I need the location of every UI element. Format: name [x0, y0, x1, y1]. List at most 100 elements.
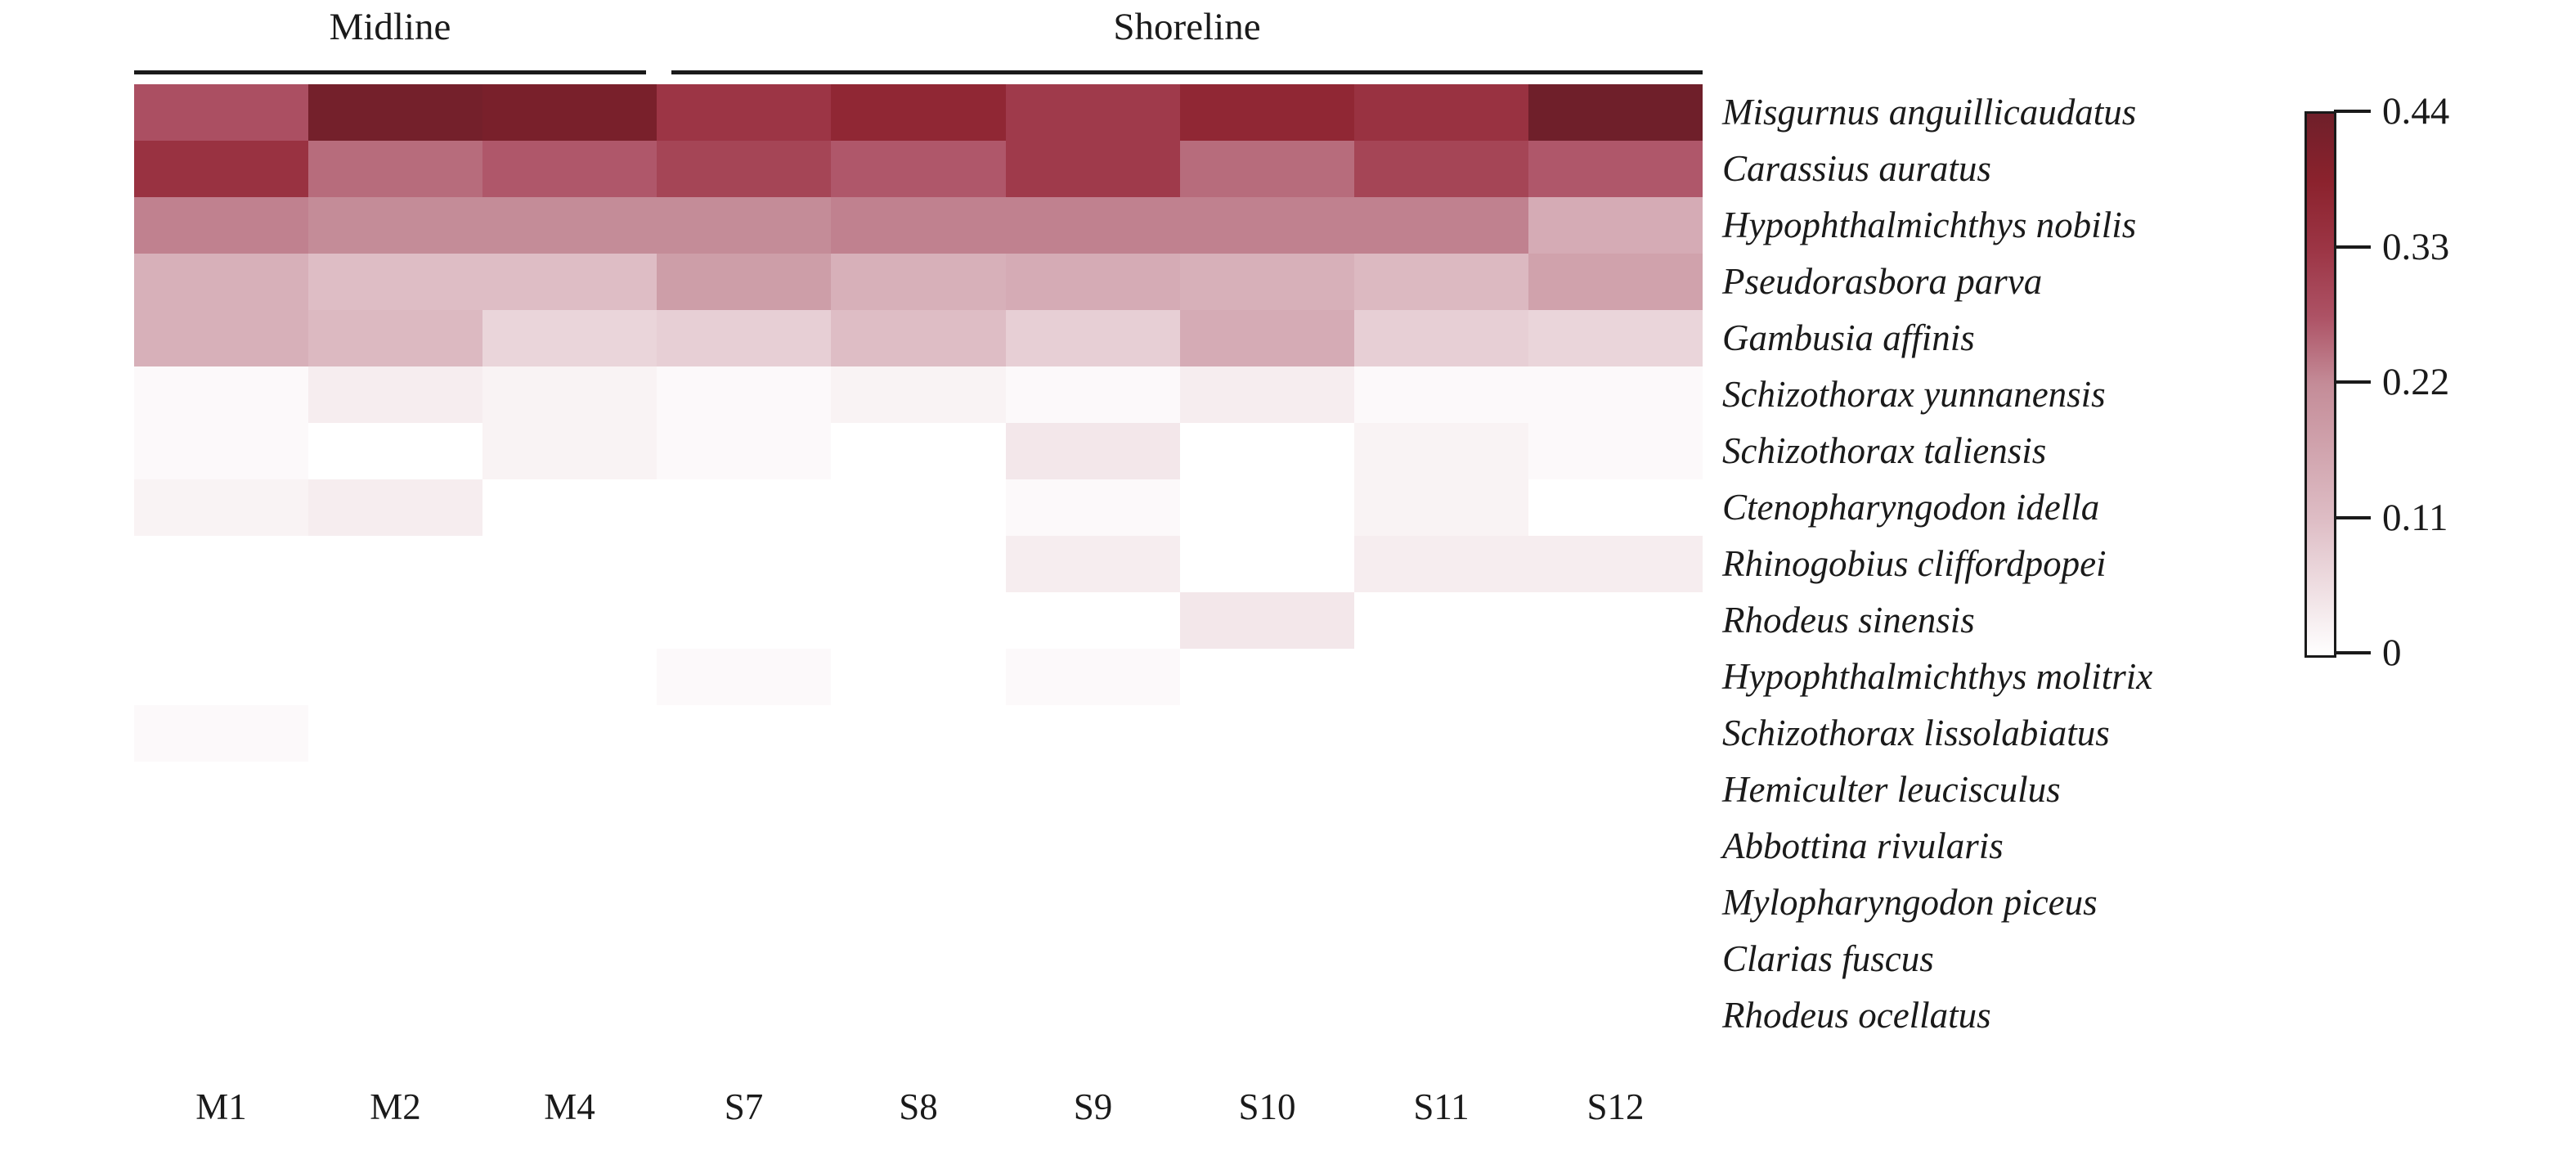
- heatmap-cell: [134, 592, 308, 649]
- species-label: Abbottina rivularis: [1722, 825, 2004, 866]
- heatmap-cell: [482, 592, 657, 649]
- heatmap-cell: [1006, 479, 1180, 536]
- heatmap-cell: [1180, 141, 1354, 197]
- colorbar-tick-label: 0.11: [2382, 497, 2448, 539]
- heatmap-cell: [482, 649, 657, 705]
- colorbar-gradient: [2307, 114, 2334, 655]
- heatmap-cell: [134, 197, 308, 254]
- species-label: Ctenopharyngodon idella: [1722, 487, 2100, 528]
- species-label: Carassius auratus: [1722, 148, 1991, 189]
- site-label: S9: [1073, 1086, 1113, 1127]
- heatmap-cell: [657, 84, 831, 141]
- heatmap-cell: [1006, 705, 1180, 762]
- heatmap-cell: [482, 366, 657, 423]
- colorbar-tick-label: 0.33: [2382, 226, 2450, 268]
- heatmap-cell: [657, 536, 831, 592]
- heatmap-cell: [657, 818, 831, 874]
- heatmap-cell: [134, 649, 308, 705]
- heatmap-cell: [657, 254, 831, 310]
- heatmap-cell: [482, 254, 657, 310]
- heatmap-cell: [1354, 987, 1528, 1044]
- heatmap-cell: [1180, 197, 1354, 254]
- heatmap-cell: [482, 423, 657, 479]
- heatmap-cell: [308, 479, 482, 536]
- heatmap-cell: [308, 536, 482, 592]
- species-label: Schizothorax yunnanensis: [1722, 374, 2106, 415]
- site-label: S7: [724, 1086, 764, 1127]
- heatmap-cell: [1528, 310, 1703, 366]
- heatmap-cell: [1528, 479, 1703, 536]
- colorbar-tick: [2334, 651, 2371, 654]
- heatmap-cell: [1006, 141, 1180, 197]
- heatmap-cell: [1354, 536, 1528, 592]
- heatmap-cell: [1354, 310, 1528, 366]
- colorbar-tick-label: 0: [2382, 632, 2402, 674]
- heatmap-cell: [1354, 84, 1528, 141]
- heatmap-cell: [1354, 649, 1528, 705]
- heatmap-cell: [134, 310, 308, 366]
- heatmap-cell: [482, 705, 657, 762]
- heatmap-cell: [482, 762, 657, 818]
- colorbar-tick: [2334, 110, 2371, 113]
- heatmap-cell: [1180, 423, 1354, 479]
- heatmap-cell: [831, 366, 1006, 423]
- heatmap-cell: [1006, 84, 1180, 141]
- heatmap-cell: [308, 874, 482, 931]
- species-labels: Misgurnus anguillicaudatus Carassius aura…: [1722, 84, 2458, 1044]
- heatmap-cell: [831, 197, 1006, 254]
- heatmap-cell: [831, 649, 1006, 705]
- heatmap-cell: [134, 479, 308, 536]
- colorbar-tick: [2334, 380, 2371, 384]
- heatmap-cell: [657, 366, 831, 423]
- heatmap-cell: [1528, 141, 1703, 197]
- heatmap-cell: [1354, 762, 1528, 818]
- heatmap-cell: [1006, 649, 1180, 705]
- heatmap-cell: [1180, 592, 1354, 649]
- heatmap-cell: [482, 479, 657, 536]
- heatmap-cell: [1528, 762, 1703, 818]
- colorbar: [2304, 111, 2336, 658]
- heatmap-cell: [1528, 197, 1703, 254]
- heatmap-cell: [657, 141, 831, 197]
- heatmap-cell: [1528, 592, 1703, 649]
- heatmap-cell: [1354, 705, 1528, 762]
- heatmap-cell: [308, 818, 482, 874]
- heatmap-cell: [657, 705, 831, 762]
- group-label-midline: Midline: [329, 6, 451, 48]
- heatmap-cell: [134, 84, 308, 141]
- heatmap-cell: [308, 254, 482, 310]
- heatmap-cell: [1180, 874, 1354, 931]
- heatmap-cell: [1006, 366, 1180, 423]
- heatmap-cell: [482, 874, 657, 931]
- heatmap-cell: [134, 254, 308, 310]
- heatmap-cell: [134, 874, 308, 931]
- heatmap-cell: [1006, 762, 1180, 818]
- heatmap-cell: [134, 931, 308, 987]
- heatmap-cell: [831, 931, 1006, 987]
- heatmap-cell: [657, 479, 831, 536]
- heatmap-cell: [1006, 592, 1180, 649]
- heatmap-cell: [134, 366, 308, 423]
- heatmap-cell: [1006, 310, 1180, 366]
- heatmap-cell: [1180, 536, 1354, 592]
- heatmap-cell: [657, 931, 831, 987]
- heatmap-cell: [482, 84, 657, 141]
- species-label: Rhodeus ocellatus: [1722, 995, 1991, 1036]
- heatmap-cell: [308, 84, 482, 141]
- heatmap-cell: [1180, 987, 1354, 1044]
- site-label: S11: [1413, 1086, 1470, 1127]
- heatmap-cell: [308, 987, 482, 1044]
- species-label: Schizothorax taliensis: [1722, 430, 2047, 471]
- group-label-shoreline: Shoreline: [1113, 6, 1261, 48]
- species-label: Hemiculter leucisculus: [1722, 769, 2061, 810]
- species-label: Hypophthalmichthys molitrix: [1722, 656, 2153, 697]
- heatmap-cell: [1354, 423, 1528, 479]
- species-label: Pseudorasbora parva: [1722, 261, 2043, 302]
- heatmap-cell: [657, 310, 831, 366]
- heatmap-cell: [1528, 874, 1703, 931]
- heatmap-cell: [1180, 705, 1354, 762]
- heatmap-cell: [1528, 366, 1703, 423]
- heatmap-cell: [1006, 987, 1180, 1044]
- heatmap-cell: [1180, 254, 1354, 310]
